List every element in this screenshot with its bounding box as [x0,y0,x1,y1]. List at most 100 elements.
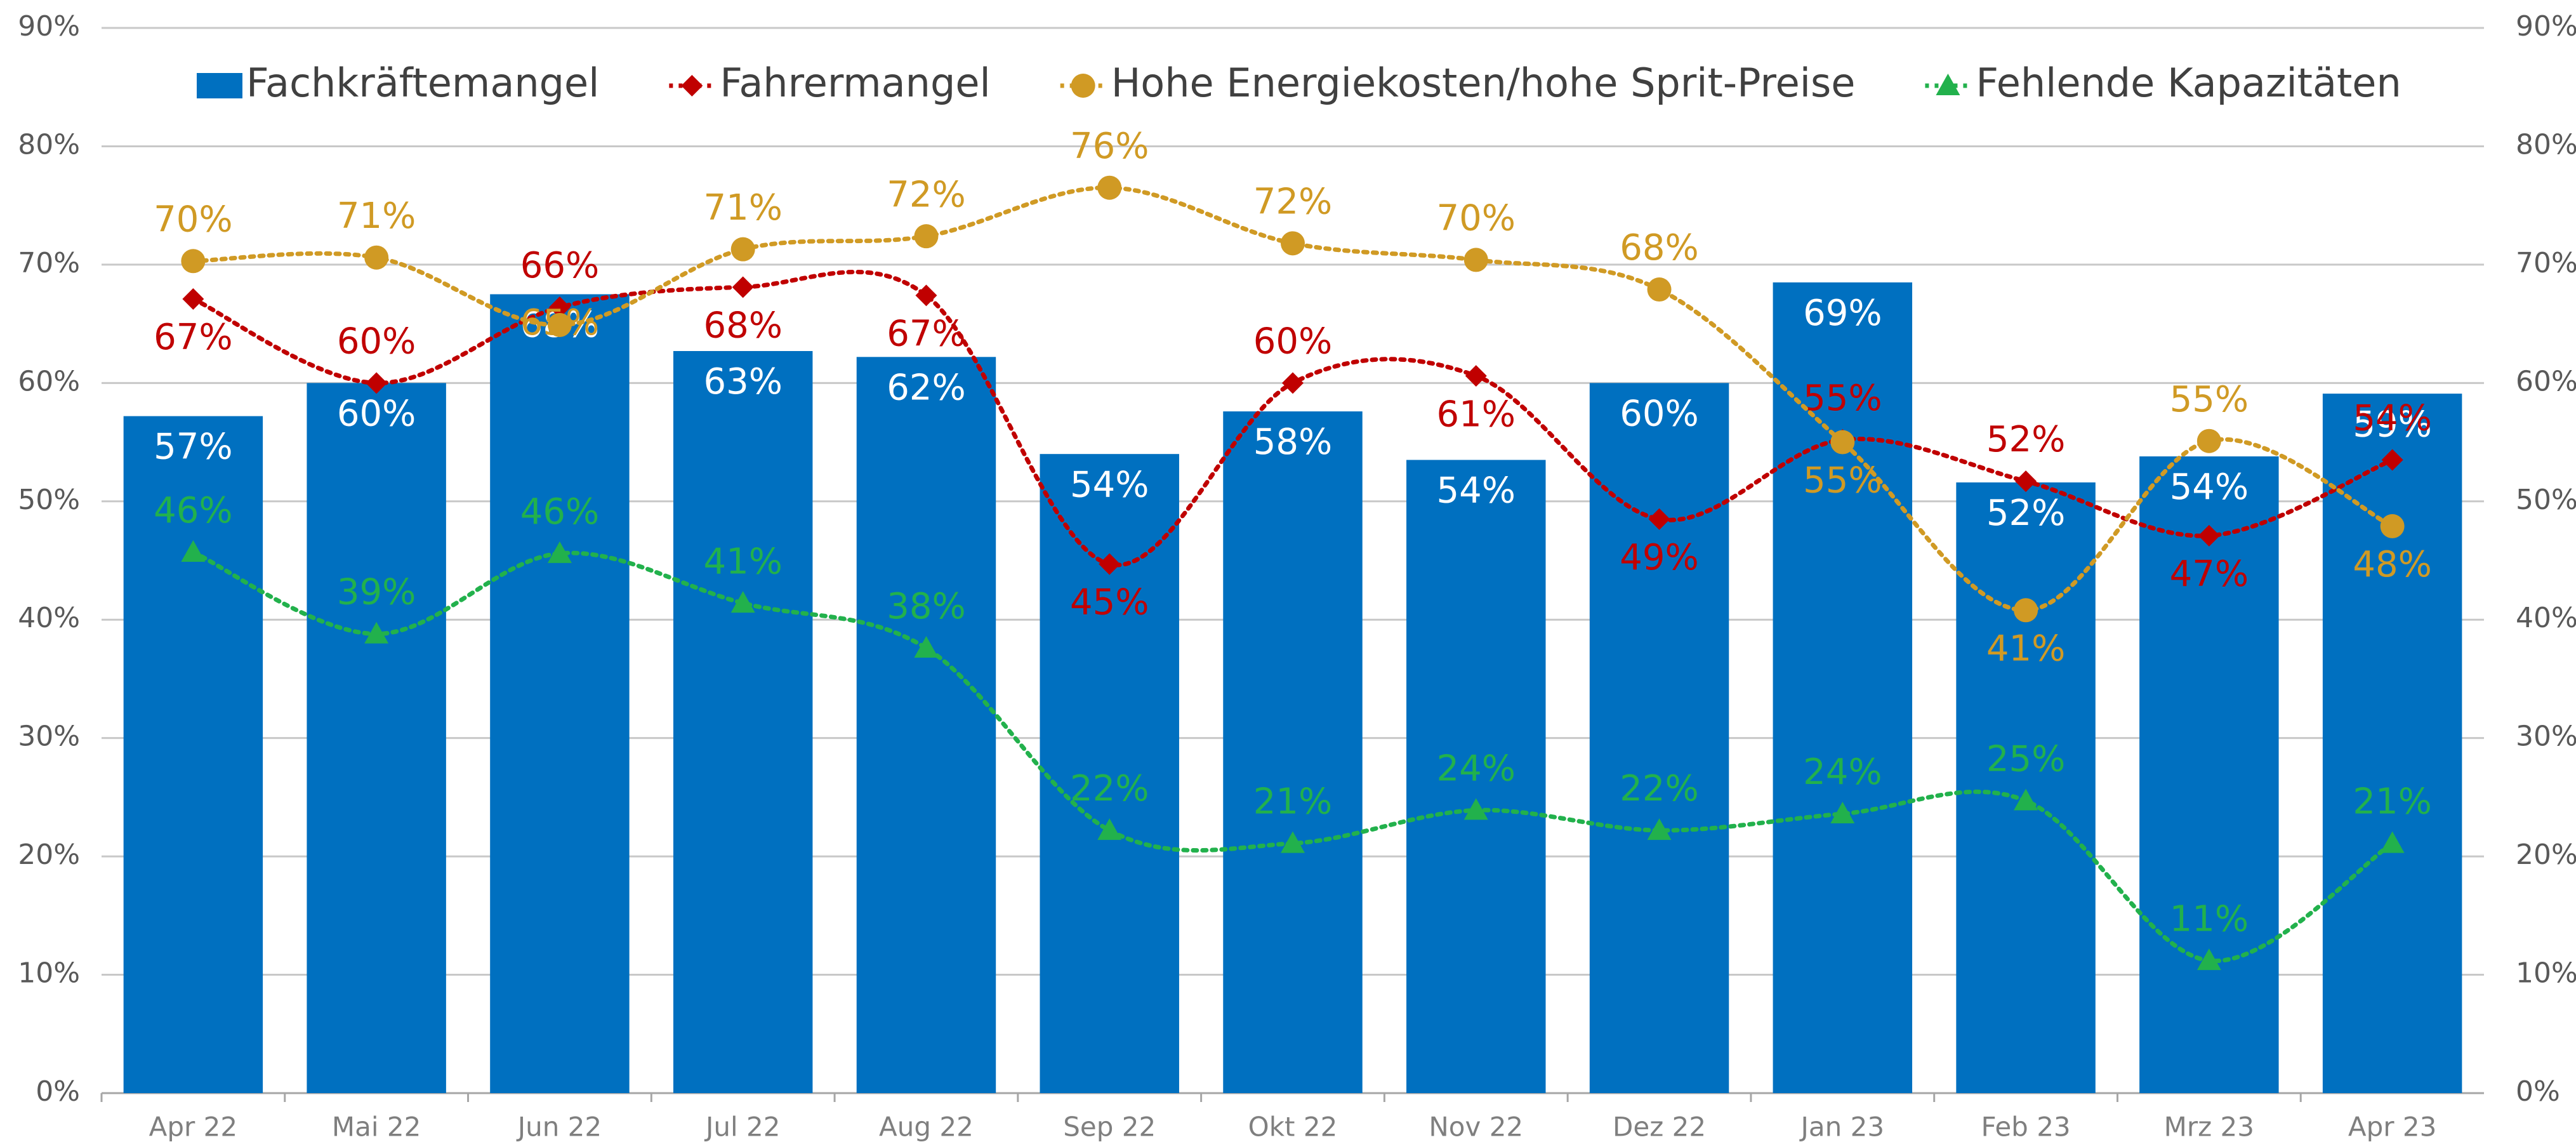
data-label: 55% [1803,378,1882,419]
data-label: 49% [1620,537,1698,578]
data-label: 22% [1070,768,1149,809]
x-tick-label: Nov 22 [1429,1112,1523,1142]
marker [1463,248,1488,272]
marker [914,224,939,249]
data-label: 58% [1253,422,1332,463]
bar [673,350,813,1093]
data-label: 62% [887,367,965,408]
data-label: 71% [337,196,416,237]
marker [1830,801,1855,823]
y-tick-label: 30% [18,720,80,753]
data-label: 60% [337,393,416,434]
bar [1406,460,1546,1093]
x-tick-label: Sep 22 [1063,1112,1156,1142]
data-label: 76% [1070,126,1149,167]
marker [548,296,571,319]
y-tick-label: 60% [18,365,80,397]
marker [1097,818,1122,840]
data-label: 54% [1437,470,1516,512]
marker [366,372,388,394]
legend-marker [1071,74,1095,98]
marker [2196,428,2221,453]
marker [2380,514,2405,538]
marker [2196,948,2221,971]
data-label: 69% [1803,293,1882,334]
data-label: 41% [1986,628,2065,669]
marker [2381,449,2403,471]
data-label: 63% [703,361,782,402]
marker [1647,818,1672,840]
marker [2198,524,2220,547]
data-label: 67% [154,317,232,358]
marker [181,249,206,274]
bar [1223,411,1363,1093]
x-tick-label: Apr 22 [149,1112,237,1142]
x-tick-label: Jan 23 [1799,1112,1885,1142]
marker [2014,598,2038,623]
marker [1281,231,1305,256]
x-tick-label: Feb 23 [1981,1112,2070,1142]
data-label: 70% [154,199,232,240]
marker [181,540,206,562]
x-tick-label: Mai 22 [332,1112,421,1142]
marker [915,284,937,307]
data-label: 54% [2353,398,2431,439]
marker [547,312,572,337]
y2-tick-label: 70% [2516,247,2576,279]
data-label: 65% [520,302,599,343]
data-label: 70% [1437,198,1516,239]
data-label: 41% [703,541,782,582]
bar [1589,383,1729,1094]
marker [1647,277,1672,302]
y2-tick-label: 60% [2516,365,2576,397]
marker [2014,788,2038,811]
data-label: 24% [1437,748,1516,790]
x-tick-label: Dez 22 [1613,1112,1706,1142]
data-label: 60% [1253,321,1332,362]
y-tick-label: 70% [18,247,80,279]
data-label: 38% [887,586,965,627]
y2-tick-label: 80% [2516,128,2576,161]
data-label: 57% [154,427,232,468]
marker [1281,831,1305,853]
y-tick-label: 20% [18,839,80,871]
legend-marker [1936,74,1960,95]
bar [490,294,630,1093]
data-label: 67% [887,314,965,355]
marker [1282,372,1304,394]
data-label: 21% [1253,781,1332,823]
bar [1956,482,2096,1093]
marker [1830,430,1855,455]
data-label: 68% [703,305,782,346]
data-label: 54% [1070,464,1149,505]
marker [1097,175,1122,200]
legend-label: Fachkräftemangel [246,60,599,106]
legend: Fachkräftemangel Fahrermangel Hohe Energie… [197,60,2401,106]
legend-label: Hohe Energiekosten/hohe Sprit-Preise [1111,60,1856,106]
marker [1099,553,1121,575]
marker [1465,365,1487,387]
legend-swatch [197,73,242,98]
data-label: 46% [154,490,232,531]
data-label: 54% [2170,467,2249,508]
data-label: 60% [1620,393,1698,434]
marker [1648,508,1670,530]
y2-tick-label: 20% [2516,839,2576,871]
data-label: 47% [2170,554,2249,595]
marker [730,591,755,613]
data-label: 72% [887,174,965,215]
x-tick-label: Jul 22 [704,1112,780,1142]
marker [2380,831,2405,853]
data-label: 46% [520,491,599,533]
legend-label: Fehlende Kapazitäten [1976,60,2401,106]
y-tick-label: 50% [18,484,80,516]
y2-tick-label: 0% [2516,1075,2560,1108]
bar [307,383,446,1094]
data-label: 21% [2353,781,2431,823]
bar [856,357,996,1093]
marker [182,288,204,310]
data-label: 59% [2353,404,2431,445]
marker [2015,470,2037,493]
data-label: 52% [1986,419,2065,460]
